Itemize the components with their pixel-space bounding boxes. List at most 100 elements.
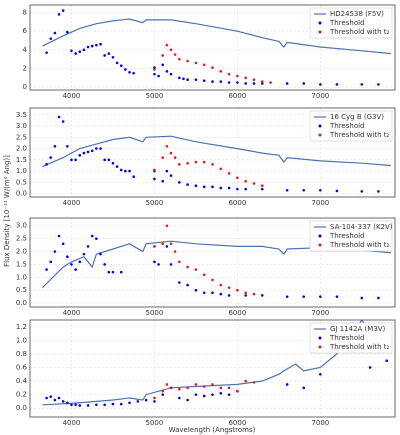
- threshold-point: [161, 242, 165, 246]
- threshold-point: [194, 383, 198, 386]
- threshold-point: [165, 383, 169, 386]
- y-tick-label: 3.0: [16, 222, 27, 230]
- threshold-point: [70, 403, 73, 407]
- axes-frame: [29, 217, 396, 308]
- threshold-point: [111, 270, 115, 274]
- legend-label: SA-104-337 (K2V): [330, 223, 393, 231]
- threshold-point: [136, 400, 140, 403]
- x-tick-label: 4000: [63, 199, 81, 207]
- threshold-point: [115, 165, 119, 168]
- threshold-point: [57, 396, 61, 400]
- threshold-point: [153, 177, 156, 181]
- legend-marker: [318, 133, 322, 137]
- threshold-point: [165, 43, 169, 47]
- x-tick-label: 6000: [228, 92, 246, 100]
- threshold-point: [186, 161, 189, 165]
- threshold-point: [78, 260, 82, 264]
- threshold-point: [153, 400, 156, 403]
- threshold-point: [107, 270, 111, 274]
- threshold-point: [236, 288, 239, 292]
- threshold-point: [157, 263, 160, 266]
- threshold-point: [219, 186, 223, 190]
- y-tick-label: 0.5: [16, 178, 27, 186]
- threshold-point: [82, 151, 86, 155]
- legend-label: Threshold: [329, 122, 365, 130]
- threshold-point: [61, 400, 65, 403]
- threshold-point: [178, 260, 181, 264]
- y-tick-label: 1.5: [16, 156, 27, 164]
- threshold-point: [57, 115, 61, 119]
- threshold-point: [260, 294, 264, 297]
- threshold-point: [128, 70, 131, 74]
- threshold-point: [153, 68, 156, 71]
- threshold-point: [115, 61, 119, 65]
- threshold-point: [86, 404, 90, 407]
- threshold-point: [90, 44, 94, 48]
- threshold-point: [186, 78, 189, 82]
- threshold-point: [260, 187, 264, 191]
- threshold-point: [236, 74, 239, 78]
- threshold-point: [132, 71, 135, 75]
- threshold-point: [165, 169, 169, 173]
- x-tick-label: 4000: [63, 309, 81, 317]
- threshold-point: [219, 70, 223, 73]
- legend-label: Threshold: [329, 334, 365, 342]
- axes-frame: [29, 319, 396, 418]
- y-tick-label: 0.5: [16, 286, 27, 294]
- threshold-point: [252, 182, 256, 185]
- threshold-point: [178, 281, 181, 284]
- threshold-point: [99, 147, 102, 150]
- legend-marker: [318, 345, 322, 349]
- threshold-point: [236, 176, 239, 180]
- y-tick-label: 0.6: [16, 363, 28, 371]
- threshold-point: [103, 403, 106, 407]
- y-tick-label: 1.0: [16, 336, 27, 344]
- x-tick-label: 7000: [311, 309, 329, 317]
- y-tick-label: 0.8: [16, 350, 27, 358]
- threshold-point: [119, 168, 123, 172]
- threshold-point: [132, 175, 135, 179]
- threshold-point: [194, 160, 198, 164]
- threshold-point: [119, 270, 123, 274]
- legend-label: Threshold with t₂: [329, 343, 390, 351]
- threshold-point: [236, 81, 239, 84]
- threshold-point: [211, 185, 214, 189]
- y-tick-label: 4: [23, 46, 28, 54]
- x-tick-label: 7000: [311, 419, 329, 427]
- threshold-point: [153, 66, 156, 69]
- x-tick-label: 6000: [228, 309, 246, 317]
- threshold-point: [202, 160, 206, 164]
- y-tick-label: 2.5: [16, 235, 27, 243]
- threshold-point: [70, 49, 73, 53]
- y-tick-label: 0: [23, 83, 27, 91]
- threshold-point: [173, 53, 177, 56]
- threshold-point: [78, 404, 82, 407]
- threshold-point: [90, 234, 94, 238]
- threshold-point: [82, 252, 86, 256]
- threshold-point: [244, 379, 247, 383]
- threshold-point: [161, 389, 165, 393]
- threshold-point: [194, 268, 198, 271]
- threshold-point: [124, 68, 127, 71]
- threshold-point: [227, 286, 231, 289]
- threshold-point: [335, 295, 339, 298]
- threshold-point: [302, 188, 306, 192]
- threshold-point: [335, 83, 339, 86]
- threshold-point: [211, 393, 214, 396]
- threshold-point: [153, 260, 156, 264]
- threshold-point: [260, 82, 264, 85]
- x-tick-label: 5000: [146, 199, 164, 207]
- legend-box: [309, 220, 393, 252]
- threshold-point: [285, 188, 289, 192]
- legend-marker: [318, 234, 322, 238]
- threshold-point: [186, 283, 189, 287]
- threshold-point: [153, 245, 156, 248]
- threshold-point: [335, 189, 339, 193]
- threshold-point: [124, 169, 127, 173]
- threshold-point: [165, 70, 169, 73]
- axes-frame: [29, 107, 396, 198]
- threshold-point: [186, 398, 189, 402]
- threshold-point: [202, 273, 206, 277]
- threshold-point: [186, 386, 189, 390]
- threshold-point: [78, 154, 82, 157]
